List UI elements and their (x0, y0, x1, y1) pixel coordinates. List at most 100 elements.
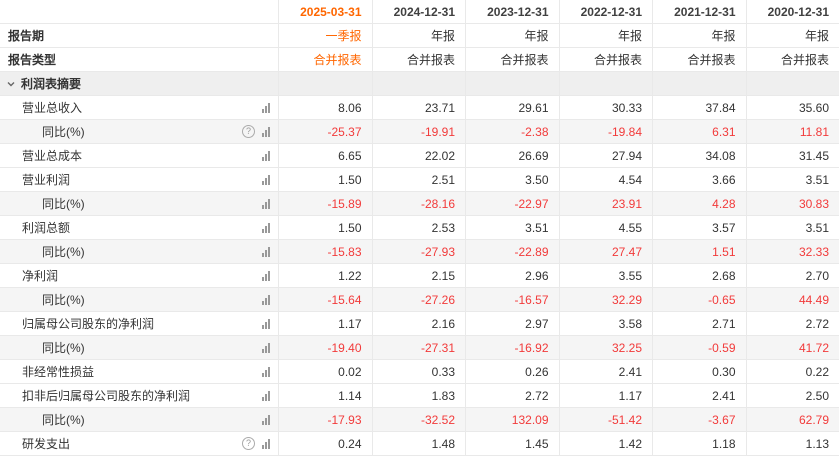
cell-value: -27.26 (371, 288, 466, 311)
section-header-income-statement[interactable]: 利润表摘要 (0, 72, 839, 96)
cell-value: -27.93 (371, 240, 466, 263)
column-report-type: 合并报表 (745, 48, 839, 71)
cell-value: 0.22 (745, 360, 839, 383)
bar-chart-icon[interactable] (262, 414, 270, 425)
cell-value: 34.08 (652, 144, 746, 167)
cell-value: 2.16 (371, 312, 466, 335)
cell-value: 11.81 (745, 120, 839, 143)
column-report-type: 合并报表 (652, 48, 746, 71)
cell-value: -15.64 (278, 288, 372, 311)
cell-value: -16.57 (465, 288, 559, 311)
cell-value: 1.14 (278, 384, 372, 407)
row-icons (262, 150, 270, 161)
cell-value: 1.42 (558, 432, 653, 455)
row-label-cell: 营业总成本 (0, 144, 278, 167)
row-icons (262, 414, 270, 425)
table-row: 同比(%) -15.64 -27.26 -16.57 32.29 -0.65 44.49 (0, 288, 839, 312)
bar-chart-icon[interactable] (262, 342, 270, 353)
cell-value: 8.06 (278, 96, 372, 119)
cell-value: 2.51 (371, 168, 466, 191)
cell-value: 3.51 (745, 216, 839, 239)
row-label: 净利润 (22, 269, 59, 283)
table-row: 归属母公司股东的净利润 1.17 2.16 2.97 3.58 2.71 2.72 (0, 312, 839, 336)
row-label: 营业利润 (22, 173, 71, 187)
cell-value: 3.55 (558, 264, 653, 287)
cell-value: 0.02 (278, 360, 372, 383)
row-icons (262, 390, 270, 401)
cell-value: 22.02 (371, 144, 466, 167)
cell-value: -15.89 (278, 192, 372, 215)
cell-value: 2.72 (465, 384, 559, 407)
bar-chart-icon[interactable] (262, 102, 270, 113)
column-report-type: 合并报表 (278, 48, 372, 71)
cell-value: 30.83 (745, 192, 839, 215)
cell-value: 26.69 (465, 144, 559, 167)
bar-chart-icon[interactable] (262, 246, 270, 257)
bar-chart-icon[interactable] (262, 222, 270, 233)
cell-value: -16.92 (465, 336, 559, 359)
row-label-cell: 同比(%) (0, 336, 278, 359)
bar-chart-icon[interactable] (262, 150, 270, 161)
cell-value: 2.50 (745, 384, 839, 407)
data-rows-container: 营业总收入 8.06 23.71 29.61 30.33 37.84 35.60 同比(%)?… (0, 96, 839, 456)
section-empty-cell (652, 72, 746, 95)
row-label-cell: 利润总额 (0, 216, 278, 239)
cell-value: 132.09 (465, 408, 559, 431)
row-label: 研发支出 (22, 437, 71, 451)
bar-chart-icon[interactable] (262, 366, 270, 377)
cell-value: 62.79 (745, 408, 839, 431)
row-icons: ? (242, 437, 270, 450)
row-icons (262, 246, 270, 257)
bar-chart-icon[interactable] (262, 438, 270, 449)
cell-value: 27.47 (558, 240, 653, 263)
bar-chart-icon[interactable] (262, 318, 270, 329)
table-row: 营业总成本 6.65 22.02 26.69 27.94 34.08 31.45 (0, 144, 839, 168)
cell-value: 27.94 (558, 144, 653, 167)
column-report-period: 年报 (745, 24, 839, 47)
cell-value: 3.51 (465, 216, 559, 239)
bar-chart-icon[interactable] (262, 126, 270, 137)
row-label-cell: 营业利润 (0, 168, 278, 191)
cell-value: 1.48 (371, 432, 466, 455)
bar-chart-icon[interactable] (262, 294, 270, 305)
cell-value: -19.91 (371, 120, 466, 143)
help-icon[interactable]: ? (242, 125, 255, 138)
cell-value: 1.50 (278, 216, 372, 239)
cell-value: 35.60 (745, 96, 839, 119)
cell-value: 6.65 (278, 144, 372, 167)
column-report-type: 合并报表 (371, 48, 466, 71)
column-report-period: 年报 (465, 24, 559, 47)
table-row: 同比(%)? -25.37 -19.91 -2.38 -19.84 6.31 11.81 (0, 120, 839, 144)
table-row: 非经常性损益 0.02 0.33 0.26 2.41 0.30 0.22 (0, 360, 839, 384)
cell-value: 2.41 (558, 360, 653, 383)
bar-chart-icon[interactable] (262, 174, 270, 185)
help-icon[interactable]: ? (242, 437, 255, 450)
cell-value: -17.93 (278, 408, 372, 431)
column-date-header: 2020-12-31 (745, 0, 839, 23)
cell-value: 32.29 (558, 288, 653, 311)
column-date-header: 2024-12-31 (371, 0, 466, 23)
cell-value: 2.72 (745, 312, 839, 335)
row-icons (262, 270, 270, 281)
row-label: 扣非后归属母公司股东的净利润 (22, 389, 191, 403)
bar-chart-icon[interactable] (262, 390, 270, 401)
row-label: 同比(%) (42, 293, 85, 307)
row-icons (262, 318, 270, 329)
cell-value: 1.13 (745, 432, 839, 455)
row-label-cell: 同比(%) (0, 240, 278, 263)
row-label-cell: 同比(%) (0, 192, 278, 215)
bar-chart-icon[interactable] (262, 270, 270, 281)
column-report-period: 年报 (558, 24, 653, 47)
cell-value: 32.33 (745, 240, 839, 263)
table-row: 扣非后归属母公司股东的净利润 1.14 1.83 2.72 1.17 2.41 2.50 (0, 384, 839, 408)
section-label-cell: 利润表摘要 (0, 72, 278, 95)
cell-value: 4.54 (558, 168, 653, 191)
section-empty-cell (371, 72, 466, 95)
report-type-label: 报告类型 (8, 53, 57, 67)
bar-chart-icon[interactable] (262, 198, 270, 209)
cell-value: 29.61 (465, 96, 559, 119)
chevron-down-icon[interactable] (6, 79, 16, 89)
cell-value: -15.83 (278, 240, 372, 263)
row-label: 同比(%) (42, 245, 85, 259)
table-row: 利润总额 1.50 2.53 3.51 4.55 3.57 3.51 (0, 216, 839, 240)
